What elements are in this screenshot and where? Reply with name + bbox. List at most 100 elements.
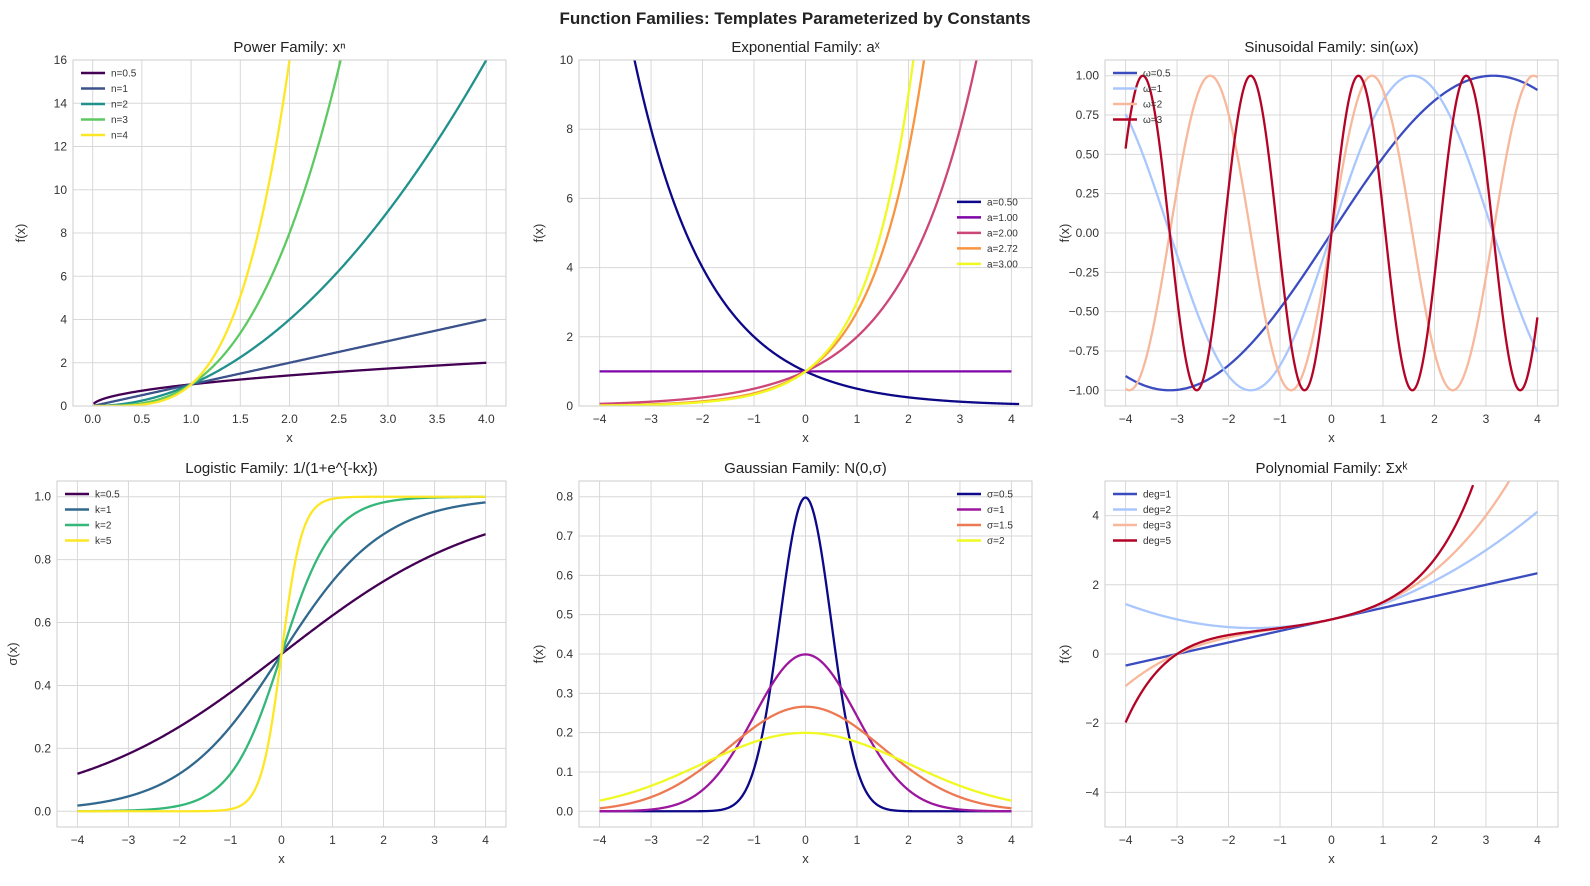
legend-label: σ=2 [987,536,1005,547]
y-tick-label: 0 [60,399,67,413]
series-line-a=0.50 [633,60,1020,406]
series-group [76,495,487,813]
plot-frame [578,59,1033,407]
series-line-k=5 [76,495,487,813]
x-tick-label: −2 [1222,833,1236,847]
legend-label: n=2 [111,100,128,111]
plot-frame [72,59,507,407]
y-tick-label: 0.7 [556,529,573,543]
x-tick-label: −3 [122,833,136,847]
x-tick-label: 2.5 [330,412,347,426]
x-tick-label: 3 [431,833,438,847]
x-tick-label: 4.0 [478,412,495,426]
y-tick-label: 0.0 [556,804,573,818]
y-tick-label: 0.25 [1076,187,1100,201]
x-tick-label: 4 [1534,833,1541,847]
x-axis-label: x [802,851,809,866]
figure-title: Function Families: Templates Parameteriz… [559,9,1030,28]
x-tick-label: −1 [747,412,761,426]
y-tick-label: 4 [60,313,67,327]
x-tick-label: −2 [696,833,710,847]
x-tick-label: 1 [1380,412,1387,426]
x-tick-label: −3 [1170,833,1184,847]
y-tick-label: 0.8 [34,553,51,567]
legend-label: deg=3 [1143,521,1172,532]
legend-label: deg=1 [1143,490,1172,501]
y-tick-label: 0.8 [556,490,573,504]
legend: k=0.5 k=1 k=2 k=5 [65,490,120,547]
y-axis-label: f(x) [531,645,546,664]
legend-label: ω=3 [1143,115,1163,126]
series-line-n=2 [93,60,488,406]
x-tick-label: 3 [1483,412,1490,426]
x-tick-label: 1 [329,833,336,847]
x-tick-label: 2.0 [281,412,298,426]
y-tick-label: 0.00 [1076,226,1100,240]
x-tick-label: 0 [1328,833,1335,847]
y-tick-label: 4 [566,261,573,275]
y-tick-label: 0.6 [556,568,573,582]
x-tick-label: −1 [1273,412,1287,426]
y-tick-label: 2 [1092,578,1099,592]
y-tick-label: 0.4 [34,678,51,692]
y-tick-label: −0.75 [1069,344,1100,358]
x-tick-label: −4 [1119,412,1133,426]
y-tick-label: 0.75 [1076,108,1100,122]
plot-frame [1104,480,1559,828]
y-tick-label: 2 [566,330,573,344]
legend-label: k=5 [95,536,112,547]
series-line-σ=1.5 [599,705,1012,810]
x-tick-label: 4 [1534,412,1541,426]
x-tick-label: 1.0 [183,412,200,426]
y-tick-label: −0.25 [1069,265,1100,279]
subplot-title: Sinusoidal Family: sin(ωx) [1244,39,1418,56]
x-tick-label: 3 [957,833,964,847]
x-tick-label: 1 [854,412,861,426]
subplot-6: −4 −3 −2 −1 0 1 2 3 4 −4 −2 0 2 4 Polynomial Family: Σ… [1057,460,1559,866]
y-tick-label: 2 [60,356,67,370]
panels-container: 0.0 0.5 1.0 1.5 2.0 2.5 3.0 3.5 4.00246810121416… [5,39,1559,866]
x-tick-label: −4 [593,833,607,847]
x-tick-label: 2 [905,833,912,847]
y-tick-label: 0.2 [34,741,51,755]
y-tick-label: 14 [54,96,68,110]
y-tick-label: 0.1 [556,765,573,779]
series-line-deg=5 [1124,484,1475,723]
x-axis-label: x [286,430,293,445]
y-tick-label: −1.00 [1069,383,1100,397]
subplot-1: 0.0 0.5 1.0 1.5 2.0 2.5 3.0 3.5 4.0 0 2 4 6 8 10 12 14 16… [13,39,507,445]
x-tick-label: 1.5 [232,412,249,426]
legend-label: deg=5 [1143,536,1172,547]
subplot-title: Logistic Family: 1/(1+e^{-kx}) [185,460,378,477]
y-tick-label: 0.50 [1076,147,1100,161]
y-tick-label: 0 [566,399,573,413]
x-tick-label: −4 [1119,833,1133,847]
x-tick-label: −4 [71,833,85,847]
y-tick-label: −0.50 [1069,305,1100,319]
series-group [1124,481,1539,723]
legend-label: a=0.50 [987,197,1018,208]
legend-label: a=2.72 [987,244,1018,255]
x-tick-label: −2 [1222,412,1236,426]
x-tick-label: 4 [1008,833,1015,847]
legend-label: a=3.00 [987,259,1018,270]
x-tick-label: 4 [482,833,489,847]
subplot-title: Exponential Family: aˣ [731,39,879,56]
x-tick-label: −2 [173,833,187,847]
y-tick-label: 10 [560,53,574,67]
legend-label: ω=0.5 [1143,69,1171,80]
x-tick-label: −4 [593,412,607,426]
legend: a=0.50 a=1.00 a=2.00 a=2.72 a=3.00 [957,197,1018,270]
x-tick-label: 0 [1328,412,1335,426]
x-tick-label: 0.5 [134,412,151,426]
x-tick-label: 3.5 [429,412,446,426]
y-axis-label: f(x) [13,224,28,243]
y-tick-label: 6 [566,191,573,205]
x-tick-label: 1 [854,833,861,847]
series-line-σ=1 [599,653,1012,813]
series-group [598,60,1020,406]
x-tick-label: 3 [957,412,964,426]
legend-label: k=0.5 [95,490,120,501]
series-line-σ=2 [599,731,1012,802]
x-tick-label: −3 [644,412,658,426]
